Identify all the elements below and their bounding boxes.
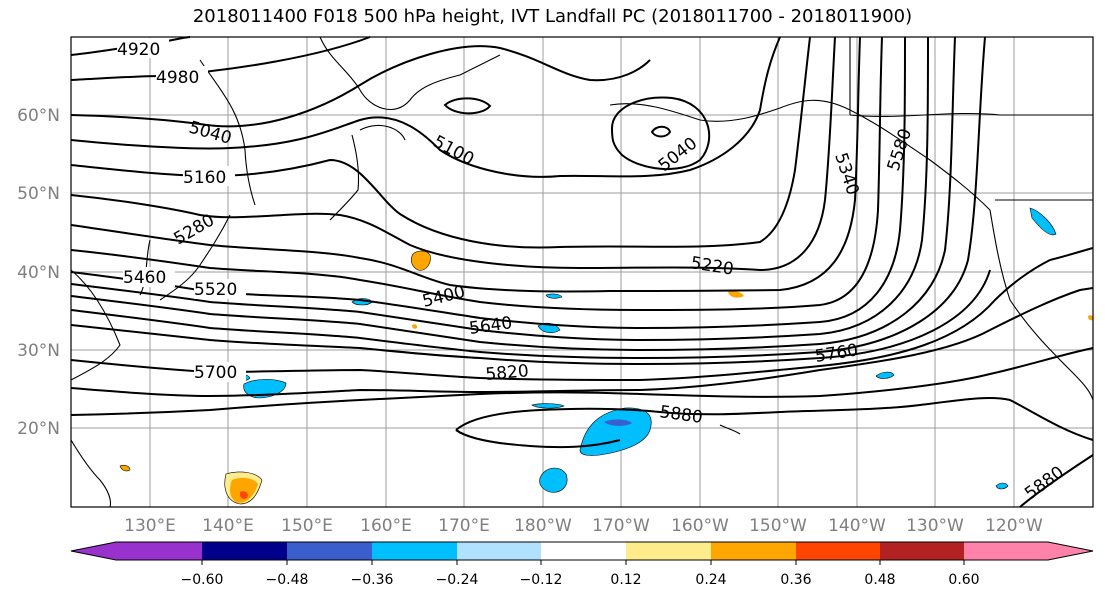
lon-label-130w: 130°W: [906, 516, 964, 536]
contour-5040-tiny: [650, 125, 672, 138]
contour-5520: [70, 36, 956, 352]
coast-okhotsk: [199, 59, 256, 206]
colorbar-extend-min: [71, 542, 116, 560]
contour-label-5700: 5700: [194, 363, 237, 383]
contour-5040-low: [610, 96, 711, 171]
ivt-patch-orange-6: [412, 324, 418, 329]
contour-5340: [70, 36, 883, 312]
contour-5640: [70, 269, 991, 366]
coast-canada: [849, 37, 1093, 117]
ivt-patch-orange-3: [230, 477, 258, 503]
colorbar-tick: −0.60: [181, 572, 224, 588]
colorbar-bin: [116, 542, 202, 560]
contour-label-5160: 5160: [183, 168, 226, 188]
colorbar-bin: [457, 542, 541, 560]
lon-label-150e: 150°E: [281, 516, 333, 536]
contour-5580: [70, 36, 986, 360]
chart-title: 2018011400 F018 500 hPa height, IVT Land…: [192, 6, 913, 27]
coast-westcoast: [989, 209, 1094, 401]
lon-label-180w: 180°W: [514, 516, 572, 536]
contour-label-5460: 5460: [123, 268, 166, 288]
colorbar-tick: −0.48: [266, 572, 309, 588]
contour-label-5820: 5820: [485, 361, 530, 385]
colorbar-tick: 0.36: [780, 572, 811, 588]
colorbar-bin: [287, 542, 372, 560]
ivt-patch-east-2: [1029, 207, 1057, 236]
colorbar-bin: [711, 542, 796, 560]
contour-5880-east: [455, 396, 1094, 441]
colorbar-outline: [70, 541, 1094, 561]
contour-label-4980: 4980: [156, 68, 199, 88]
contour-5280: [70, 36, 861, 293]
lon-label-140e: 140°E: [202, 516, 254, 536]
ivt-patch-red-1: [240, 491, 248, 499]
ivt-core-hawaii: [604, 419, 632, 426]
coast-siberia: [319, 36, 501, 110]
coast-china: [70, 269, 121, 381]
colorbar: −0.60 −0.48 −0.36 −0.24 −0.12 0.12 0.24 …: [70, 541, 1094, 588]
ivt-patch-mid-3: [545, 293, 563, 299]
colorbar-bin: [880, 542, 964, 560]
contour-5220: [70, 36, 836, 272]
contour-5100: [70, 36, 781, 178]
contour-label-4920: 4920: [117, 40, 160, 60]
lon-label-140w: 140°W: [828, 516, 886, 536]
contour-5700: [70, 247, 1094, 382]
ivt-patch-orange-5: [119, 464, 131, 472]
colorbar-bin: [372, 542, 457, 560]
contour-label-5520: 5520: [194, 280, 237, 300]
contour-5040-west: [70, 45, 651, 128]
contour-5460: [70, 36, 929, 342]
colorbar-tick: 0.12: [610, 572, 641, 588]
ivt-patch-east-1: [875, 371, 895, 379]
coastlines: [70, 36, 1094, 508]
ivt-patch-mid-4: [531, 403, 565, 409]
coast-alaska: [609, 99, 991, 211]
colorbar-bin: [964, 542, 1048, 560]
lon-label-120w: 120°W: [985, 516, 1043, 536]
map-frame: [70, 36, 1094, 508]
lon-label-130e: 130°E: [124, 516, 176, 536]
colorbar-extend-max: [1048, 542, 1093, 560]
lon-label-170e: 170°E: [438, 516, 490, 536]
colorbar-bin: [202, 542, 287, 560]
lat-label-60n: 60°N: [17, 106, 60, 126]
colorbar-bin: [796, 542, 880, 560]
contour-5760: [70, 287, 1094, 398]
coast-hawaii: [719, 424, 741, 435]
contour-5040-inner: [443, 97, 492, 115]
lon-label-160w: 160°W: [671, 516, 729, 536]
latitude-labels: 60°N 50°N 40°N 30°N 20°N: [17, 106, 60, 439]
lon-label-150w: 150°W: [749, 516, 807, 536]
ivt-patch-orange-7: [1088, 315, 1094, 321]
colorbar-tick: −0.12: [520, 572, 563, 588]
lon-label-170w: 170°W: [592, 516, 650, 536]
contour-5880-south: [455, 429, 621, 449]
lat-label-30n: 30°N: [17, 341, 60, 361]
colorbar-tick: −0.36: [351, 572, 394, 588]
lat-label-50n: 50°N: [17, 184, 60, 204]
colorbar-bin: [541, 542, 626, 560]
colorbar-bin: [626, 542, 711, 560]
ivt-patch-orange-1: [410, 250, 431, 271]
coast-japan: [159, 214, 231, 301]
lat-label-20n: 20°N: [17, 419, 60, 439]
coast-philippines: [70, 439, 112, 508]
coast-kamchatka: [329, 125, 406, 221]
lon-label-160e: 160°E: [360, 516, 412, 536]
colorbar-tick: −0.24: [436, 572, 479, 588]
ivt-patch-east-3: [995, 482, 1009, 490]
contour-5820: [70, 347, 1094, 416]
colorbar-tick: 0.60: [948, 572, 979, 588]
longitude-labels: 130°E 140°E 150°E 160°E 170°E 180°W 170°…: [124, 516, 1043, 536]
ivt-patch-orange-4: [728, 291, 744, 298]
colorbar-tick: 0.24: [695, 572, 726, 588]
lat-label-40n: 40°N: [17, 263, 60, 283]
ivt-patch-south: [539, 467, 568, 493]
colorbar-tick: 0.48: [864, 572, 895, 588]
contour-5880-se: [1019, 454, 1094, 508]
